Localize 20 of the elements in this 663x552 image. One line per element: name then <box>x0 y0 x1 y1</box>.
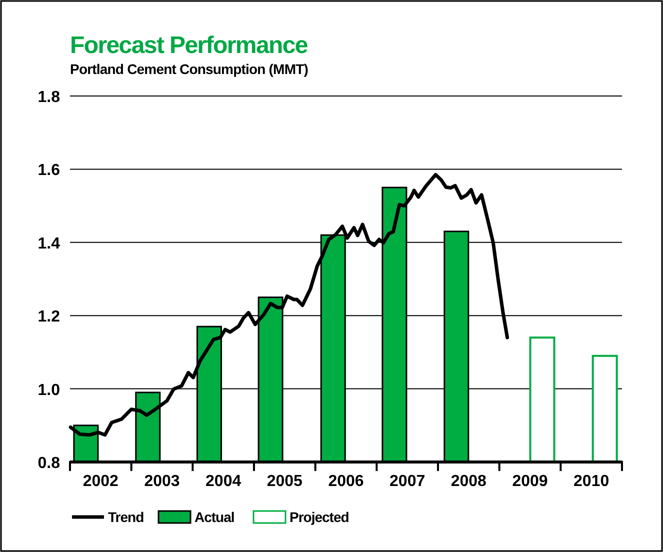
x-tick-label: 2007 <box>390 473 426 490</box>
x-tick-label: 2002 <box>82 473 119 490</box>
y-tick-label: 0.8 <box>38 455 60 472</box>
y-tick-label: 1.2 <box>38 308 60 326</box>
x-tick-label: 2005 <box>266 473 303 490</box>
chart-title: Forecast Performance <box>70 32 308 59</box>
x-tick-label: 2003 <box>144 473 180 490</box>
legend-label: Trend <box>108 509 144 525</box>
x-tick-label: 2004 <box>206 473 242 490</box>
y-tick-label: 1.8 <box>38 89 60 106</box>
chart-subtitle: Portland Cement Consumption (MMT) <box>70 61 308 77</box>
y-tick-label: 1.6 <box>38 162 60 180</box>
legend-label: Projected <box>290 509 349 525</box>
legend-label: Actual <box>194 509 234 525</box>
x-tick-label: 2008 <box>450 473 487 490</box>
y-tick-label: 1.4 <box>38 235 60 252</box>
x-tick-label: 2006 <box>328 473 364 490</box>
y-tick-label: 1.0 <box>38 382 60 399</box>
x-tick-label: 2010 <box>574 473 610 490</box>
x-tick-label: 2009 <box>512 473 548 490</box>
